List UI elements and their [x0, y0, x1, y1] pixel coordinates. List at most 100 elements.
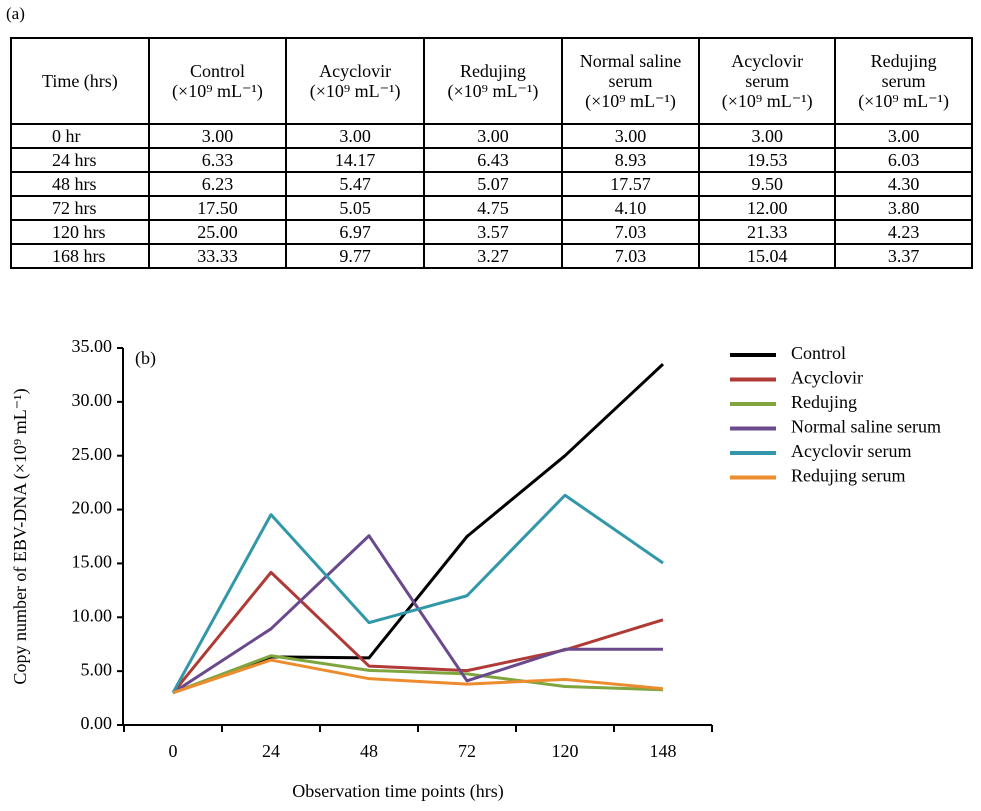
- table-row: 72 hrs 17.50 5.05 4.75 4.10 12.00 3.80: [10, 195, 973, 221]
- table-cell: 48 hrs: [10, 171, 150, 197]
- table-row: 168 hrs 33.33 9.77 3.27 7.03 15.04 3.37: [10, 243, 973, 269]
- table-row: 120 hrs 25.00 6.97 3.57 7.03 21.33 4.23: [10, 219, 973, 245]
- header-cell: Acyclovir (×10⁹ mL⁻¹): [285, 37, 426, 125]
- header-line: (×10⁹ mL⁻¹): [172, 81, 263, 101]
- header-line: Redujing: [870, 51, 937, 71]
- header-line: serum: [881, 71, 926, 91]
- x-tick-label: 0: [169, 741, 178, 761]
- header-line: (×10⁹ mL⁻¹): [858, 91, 949, 111]
- table-cell: 3.00: [834, 123, 973, 149]
- header-line: serum: [745, 71, 790, 91]
- legend-label: Redujing: [791, 392, 857, 412]
- table-row: 0 hr 3.00 3.00 3.00 3.00 3.00 3.00: [10, 123, 973, 149]
- series-line: [171, 493, 664, 694]
- table-cell: 4.75: [423, 195, 563, 221]
- series-line: [172, 654, 664, 695]
- header-cell: Control (×10⁹ mL⁻¹): [147, 37, 288, 125]
- table-cell: 6.23: [147, 171, 288, 197]
- x-tick-label: 24: [262, 741, 280, 761]
- table-cell: 5.05: [285, 195, 426, 221]
- table-cell: 3.80: [834, 195, 973, 221]
- table-cell: 6.33: [147, 147, 288, 173]
- table-cell: 21.33: [698, 219, 837, 245]
- table-cell: 5.47: [285, 171, 426, 197]
- legend-label: Redujing serum: [791, 466, 906, 486]
- header-cell: Redujing (×10⁹ mL⁻¹): [423, 37, 563, 125]
- table-cell: 24 hrs: [10, 147, 150, 173]
- y-tick-label: 15.00: [72, 552, 113, 572]
- y-axis-label: Copy number of EBV-DNA (×10⁹ mL⁻¹): [10, 388, 31, 684]
- y-tick-label: 20.00: [72, 498, 113, 518]
- table-cell: 4.23: [834, 219, 973, 245]
- table-cell: 6.03: [834, 147, 973, 173]
- header-line: (×10⁹ mL⁻¹): [585, 91, 676, 111]
- header-line: Control: [189, 61, 245, 81]
- table-cell: 3.57: [423, 219, 563, 245]
- legend-label: Acyclovir serum: [791, 441, 911, 461]
- y-tick-label: 25.00: [72, 444, 113, 464]
- table-cell: 3.00: [285, 123, 426, 149]
- series-line: [171, 570, 664, 694]
- header-cell: Redujing serum (×10⁹ mL⁻¹): [834, 37, 973, 125]
- table-cell: 7.03: [560, 219, 701, 245]
- table-cell: 72 hrs: [10, 195, 150, 221]
- table-cell: 0 hr: [10, 123, 150, 149]
- header-cell: Acyclovir serum (×10⁹ mL⁻¹): [698, 37, 837, 125]
- header-line: (×10⁹ mL⁻¹): [721, 91, 813, 111]
- table-cell: 3.27: [423, 243, 563, 269]
- table-cell: 9.50: [698, 171, 837, 197]
- header-line: (×10⁹ mL⁻¹): [309, 81, 401, 101]
- data-table: Time (hrs) Control (×10⁹ mL⁻¹) Acyclovir (×1…: [10, 37, 973, 269]
- table-cell: 25.00: [147, 219, 288, 245]
- table-cell: 120 hrs: [10, 219, 150, 245]
- table-cell: 168 hrs: [10, 243, 150, 269]
- y-tick-label: 0.00: [81, 713, 113, 733]
- header-cell: Time (hrs): [10, 37, 150, 125]
- table-cell: 6.43: [423, 147, 563, 173]
- header-line: Normal saline: [579, 51, 682, 71]
- header-line: serum: [608, 71, 653, 91]
- series-line: [172, 658, 664, 695]
- table-cell: 9.77: [285, 243, 426, 269]
- x-tick-label: 72: [458, 741, 476, 761]
- panel-label: (b): [135, 348, 156, 369]
- header-line: Acyclovir: [319, 61, 392, 81]
- legend-label: Acyclovir: [791, 368, 863, 388]
- table-cell: 17.50: [147, 195, 288, 221]
- x-tick-label: 48: [360, 741, 378, 761]
- panel-label: (a): [6, 4, 25, 23]
- table-cell: 12.00: [698, 195, 837, 221]
- table-cell: 15.04: [698, 243, 837, 269]
- x-tick-label: 120: [552, 741, 579, 761]
- header-cell: Normal saline serum (×10⁹ mL⁻¹): [560, 37, 701, 125]
- x-tick-label: 148: [650, 741, 677, 761]
- table-cell: 3.00: [560, 123, 701, 149]
- table-cell: 6.97: [285, 219, 426, 245]
- table-cell: 17.57: [560, 171, 701, 197]
- legend-label: Normal saline serum: [791, 417, 941, 437]
- table-cell: 3.00: [698, 123, 837, 149]
- table-cell: 19.53: [698, 147, 837, 173]
- table-cell: 7.03: [560, 243, 701, 269]
- table-cell: 3.00: [423, 123, 563, 149]
- y-tick-label: 35.00: [72, 336, 113, 356]
- table-row: 24 hrs 6.33 14.17 6.43 8.93 19.53 6.03: [10, 147, 973, 173]
- header-line: (×10⁹ mL⁻¹): [447, 81, 539, 101]
- table-cell: 5.07: [423, 171, 563, 197]
- header-line: Acyclovir: [731, 51, 804, 71]
- header-line: Redujing: [459, 61, 526, 81]
- y-tick-label: 30.00: [72, 390, 113, 410]
- table-cell: 8.93: [560, 147, 701, 173]
- table-cell: 4.10: [560, 195, 701, 221]
- y-tick-label: 5.00: [81, 659, 113, 679]
- header-line: Time (hrs): [41, 71, 118, 91]
- table-row: 48 hrs 6.23 5.47 5.07 17.57 9.50 4.30: [10, 171, 973, 197]
- table-cell: 3.00: [147, 123, 288, 149]
- table-cell: 3.37: [834, 243, 973, 269]
- table-cell: 14.17: [285, 147, 426, 173]
- table-cell: 4.30: [834, 171, 973, 197]
- table-cell: 33.33: [147, 243, 288, 269]
- x-axis-label: Observation time points (hrs): [292, 781, 503, 802]
- y-tick-label: 10.00: [72, 605, 113, 625]
